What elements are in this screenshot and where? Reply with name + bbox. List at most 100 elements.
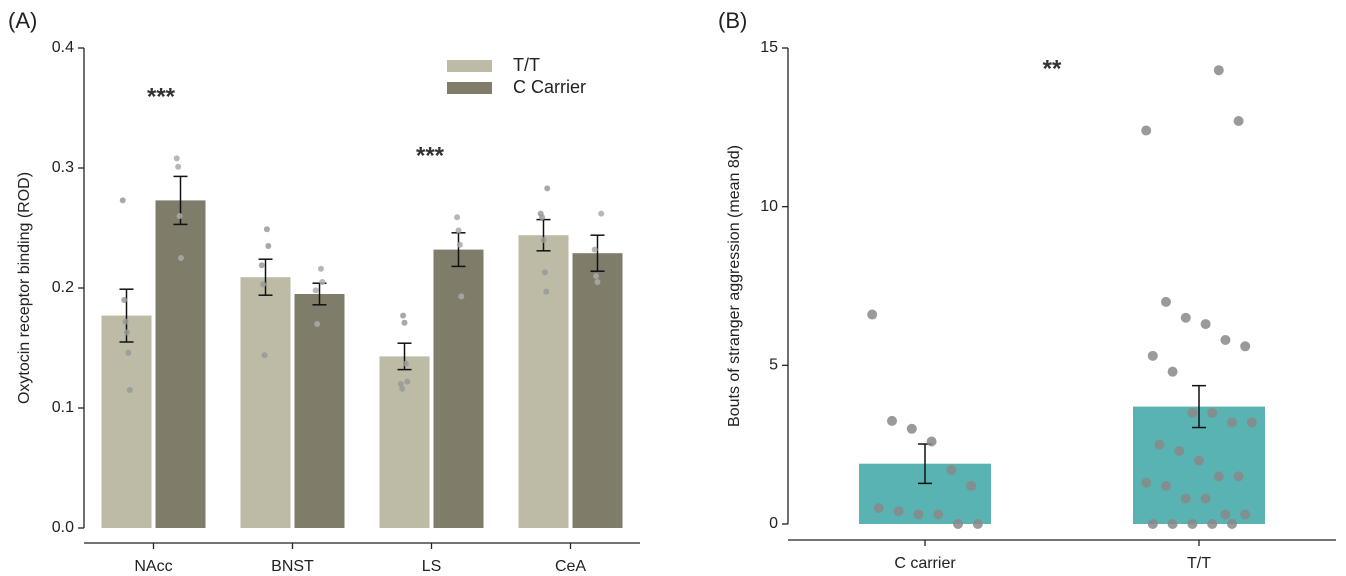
data-point [1187, 407, 1198, 418]
data-point [1233, 471, 1244, 482]
y-axis-label: Oxytocin receptor binding (ROD) [16, 172, 33, 404]
data-point [1147, 350, 1158, 361]
data-point [173, 155, 180, 162]
panel-label: (B) [718, 8, 747, 33]
x-tick-label: C carrier [894, 555, 956, 572]
data-point [404, 378, 411, 385]
data-point [887, 415, 897, 426]
data-point [1207, 519, 1218, 529]
data-point [1167, 366, 1178, 377]
data-point [953, 519, 963, 529]
error-bar [1192, 384, 1206, 429]
data-point [454, 214, 461, 221]
data-point [1227, 417, 1237, 428]
data-point [913, 509, 924, 520]
data-point [123, 329, 130, 336]
annotation: *** [147, 83, 176, 110]
data-point [175, 163, 182, 170]
error-bar [258, 258, 273, 296]
data-point [260, 281, 267, 288]
y-tick-label: 10 [760, 198, 778, 215]
data-point [1213, 471, 1224, 482]
data-point [598, 210, 605, 217]
data-point [319, 279, 326, 285]
y-tick-label: 0.2 [52, 279, 74, 296]
data-point [314, 321, 321, 327]
data-point [1207, 407, 1218, 418]
data-point [263, 226, 270, 233]
data-point [593, 273, 600, 279]
annotation: ** [1043, 55, 1062, 82]
data-point [541, 269, 548, 276]
legend-label: C Carrier [513, 77, 586, 97]
y-tick-label: 0.3 [52, 159, 74, 176]
data-point [540, 237, 547, 243]
data-point [121, 297, 128, 303]
data-point [1227, 519, 1237, 529]
data-point [1240, 509, 1251, 520]
panel-label: (A) [8, 8, 37, 33]
data-point [258, 262, 265, 269]
data-point [1167, 519, 1178, 529]
data-point [397, 381, 404, 387]
bar [101, 315, 152, 528]
x-tick-label: NAcc [134, 558, 172, 575]
data-point [399, 385, 406, 392]
data-point [119, 197, 126, 204]
data-point [1200, 319, 1211, 330]
data-point [946, 465, 957, 476]
data-point [317, 265, 324, 272]
data-point [544, 185, 551, 192]
bar [572, 253, 623, 528]
y-tick-label: 0 [769, 515, 778, 532]
data-point [591, 246, 598, 253]
data-point [400, 312, 407, 319]
bar [294, 294, 345, 528]
data-point [1194, 455, 1204, 466]
data-point [261, 352, 268, 359]
data-point [458, 293, 465, 300]
data-point [1180, 493, 1191, 504]
data-point [126, 387, 133, 393]
data-point [1240, 341, 1251, 352]
error-bar [590, 234, 605, 272]
data-point [1200, 493, 1211, 504]
legend-swatch [447, 60, 492, 72]
data-point [401, 319, 408, 326]
x-tick-label: BNST [271, 558, 314, 575]
data-point [312, 287, 319, 294]
bar [433, 249, 484, 528]
y-tick-label: 5 [769, 357, 778, 374]
data-point [1220, 334, 1231, 345]
bar [518, 235, 569, 528]
data-point [539, 214, 546, 221]
y-tick-label: 15 [760, 39, 778, 56]
data-point [455, 227, 462, 234]
data-point [1220, 509, 1231, 520]
data-point [1161, 480, 1171, 491]
data-point [1161, 296, 1171, 307]
data-point [176, 213, 183, 219]
bar [379, 356, 430, 528]
y-tick-label: 0.0 [52, 519, 74, 536]
data-point [906, 423, 917, 434]
data-point [1180, 312, 1191, 323]
data-point [966, 480, 977, 491]
bar [155, 200, 206, 528]
data-point [893, 506, 904, 517]
annotation: *** [416, 142, 445, 169]
data-point [1154, 439, 1165, 450]
y-tick-label: 0.1 [52, 399, 74, 416]
data-point [122, 318, 129, 325]
data-point [594, 279, 601, 285]
x-tick-label: T/T [1187, 555, 1211, 572]
data-point [926, 436, 937, 447]
y-axis-label: Bouts of stranger aggression (mean 8d) [726, 145, 743, 427]
data-point [125, 349, 132, 356]
data-point [402, 360, 409, 367]
data-point [1246, 417, 1257, 428]
data-point [456, 241, 463, 248]
data-point [1141, 477, 1152, 488]
data-point [1187, 519, 1198, 529]
